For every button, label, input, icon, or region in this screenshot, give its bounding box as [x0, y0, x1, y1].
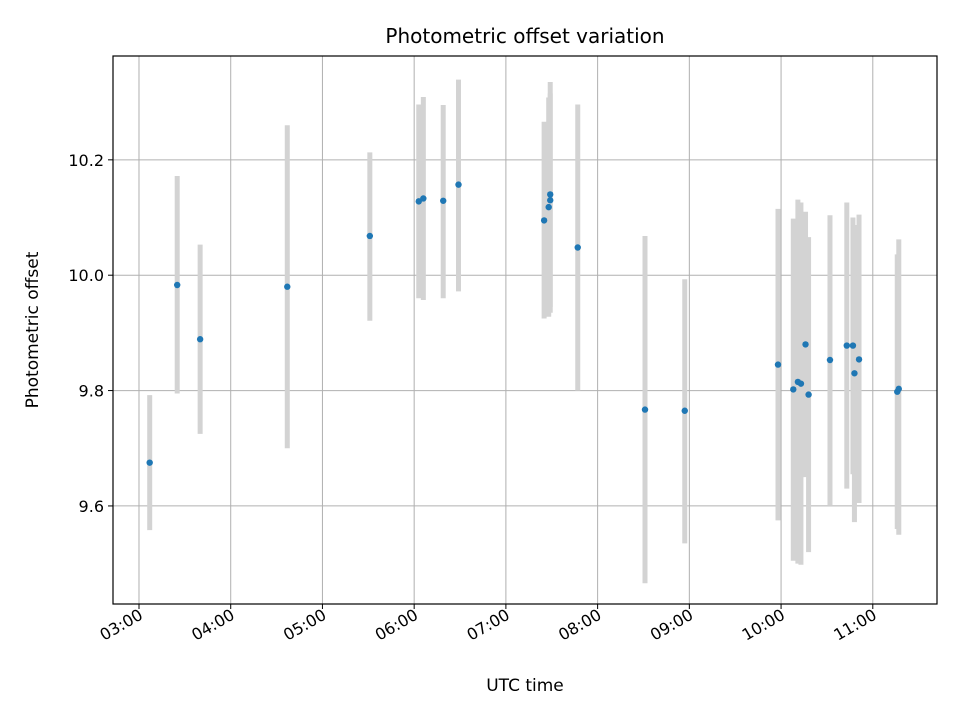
data-point: [895, 385, 902, 393]
y-tick-label: 9.8: [79, 382, 104, 401]
chart-title: Photometric offset variation: [385, 24, 664, 48]
y-tick-label: 10.0: [68, 266, 104, 285]
data-point: [797, 380, 805, 387]
data-point: [843, 342, 851, 349]
data-point: [540, 217, 548, 224]
data-point: [790, 386, 797, 393]
data-point: [849, 342, 857, 349]
data-point: [681, 407, 688, 414]
data-point: [805, 391, 812, 398]
data-points: [146, 181, 902, 466]
y-axis: 9.6 9.8 10.0 10.2: [68, 151, 113, 516]
data-point: [855, 356, 863, 363]
y-tick-label: 10.2: [68, 151, 104, 170]
data-point: [547, 197, 554, 204]
data-point: [366, 232, 374, 240]
data-point: [455, 181, 462, 188]
data-point: [547, 191, 554, 198]
data-point: [545, 203, 552, 211]
plot-frame: [112, 55, 938, 605]
data-point: [196, 336, 204, 343]
data-point: [420, 195, 427, 202]
data-point: [174, 281, 181, 289]
y-tick-label: 9.6: [79, 497, 104, 516]
data-point: [802, 341, 809, 348]
data-point: [415, 198, 422, 205]
data-point: [774, 361, 782, 368]
data-point: [851, 370, 858, 377]
data-point: [641, 406, 649, 413]
data-point: [146, 459, 153, 466]
data-point: [826, 356, 834, 364]
x-axis-label: UTC time: [486, 676, 564, 696]
data-point: [284, 283, 291, 290]
data-point: [574, 244, 581, 251]
data-point: [440, 197, 447, 204]
y-axis-label: Photometric offset: [23, 251, 43, 408]
